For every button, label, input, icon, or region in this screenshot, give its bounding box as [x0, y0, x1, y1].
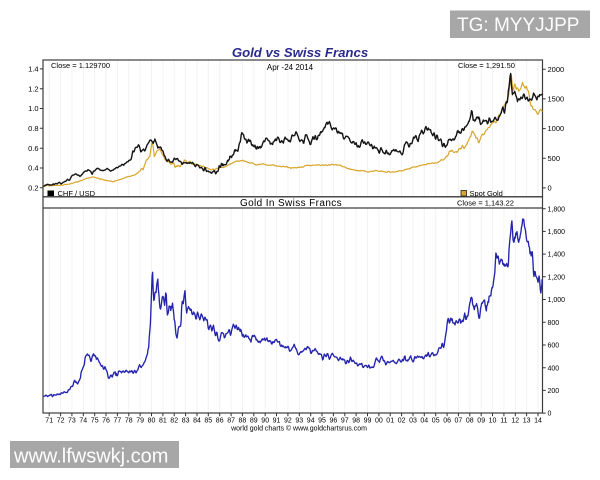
svg-text:0.4: 0.4	[28, 164, 38, 173]
svg-text:84: 84	[193, 418, 201, 425]
svg-text:TG: MYYJJPP: TG: MYYJJPP	[457, 15, 579, 36]
svg-text:0: 0	[548, 184, 552, 193]
svg-text:94: 94	[307, 418, 315, 425]
svg-text:09: 09	[477, 418, 485, 425]
svg-text:75: 75	[91, 418, 99, 425]
svg-text:500: 500	[548, 154, 561, 163]
svg-text:83: 83	[182, 418, 190, 425]
svg-text:0.8: 0.8	[28, 124, 38, 133]
svg-text:Close = 1,291.50: Close = 1,291.50	[458, 61, 515, 70]
svg-text:99: 99	[364, 418, 372, 425]
svg-text:1.0: 1.0	[28, 104, 38, 113]
svg-text:200: 200	[548, 388, 560, 395]
svg-text:1,600: 1,600	[548, 229, 566, 236]
svg-text:12: 12	[511, 418, 519, 425]
svg-text:05: 05	[432, 418, 440, 425]
svg-text:Gold In Swiss Francs: Gold In Swiss Francs	[240, 198, 342, 209]
svg-text:00: 00	[375, 418, 383, 425]
svg-text:1,000: 1,000	[548, 297, 566, 304]
svg-text:89: 89	[250, 418, 258, 425]
svg-text:14: 14	[534, 418, 542, 425]
svg-text:01: 01	[386, 418, 394, 425]
svg-text:96: 96	[330, 418, 338, 425]
svg-text:Close = 1,143.22: Close = 1,143.22	[457, 199, 514, 208]
svg-text:90: 90	[261, 418, 269, 425]
svg-text:800: 800	[548, 320, 560, 327]
svg-text:2000: 2000	[548, 65, 565, 74]
svg-text:87: 87	[227, 418, 235, 425]
svg-text:88: 88	[239, 418, 247, 425]
svg-text:11: 11	[500, 418, 507, 425]
svg-text:13: 13	[523, 418, 531, 425]
svg-text:Spot Gold: Spot Gold	[470, 189, 503, 198]
svg-text:97: 97	[341, 418, 349, 425]
svg-text:world gold charts © www.goldch: world gold charts © www.goldchartsrus.co…	[230, 425, 367, 433]
svg-text:80: 80	[148, 418, 156, 425]
svg-text:81: 81	[159, 418, 167, 425]
svg-text:02: 02	[398, 418, 406, 425]
svg-text:1.4: 1.4	[28, 65, 38, 74]
svg-text:400: 400	[548, 365, 560, 372]
svg-text:06: 06	[443, 418, 451, 425]
svg-text:1,400: 1,400	[548, 252, 566, 259]
svg-text:07: 07	[455, 418, 463, 425]
svg-text:98: 98	[352, 418, 360, 425]
svg-text:600: 600	[548, 343, 560, 350]
svg-text:95: 95	[318, 418, 326, 425]
svg-text:1500: 1500	[548, 95, 565, 104]
svg-text:Gold vs Swiss Francs: Gold vs Swiss Francs	[232, 45, 368, 60]
svg-text:78: 78	[125, 418, 133, 425]
svg-text:85: 85	[204, 418, 212, 425]
svg-text:04: 04	[420, 418, 428, 425]
svg-text:91: 91	[273, 418, 281, 425]
svg-text:10: 10	[489, 418, 497, 425]
svg-text:1000: 1000	[548, 124, 565, 133]
svg-text:0: 0	[548, 411, 552, 418]
svg-text:71: 71	[45, 418, 53, 425]
svg-text:CHF / USD: CHF / USD	[58, 189, 96, 198]
svg-text:0.2: 0.2	[28, 183, 38, 192]
svg-text:79: 79	[136, 418, 144, 425]
svg-text:1,800: 1,800	[548, 206, 566, 213]
svg-text:74: 74	[79, 418, 87, 425]
svg-text:Close = 1.129700: Close = 1.129700	[51, 61, 110, 70]
svg-text:86: 86	[216, 418, 224, 425]
svg-text:77: 77	[114, 418, 122, 425]
svg-text:93: 93	[295, 418, 303, 425]
svg-text:73: 73	[68, 418, 76, 425]
svg-text:08: 08	[466, 418, 474, 425]
svg-text:Apr -24 2014: Apr -24 2014	[267, 63, 314, 72]
svg-text:92: 92	[284, 418, 292, 425]
svg-text:0.6: 0.6	[28, 144, 38, 153]
svg-text:82: 82	[170, 418, 178, 425]
svg-text:72: 72	[57, 418, 65, 425]
svg-text:03: 03	[409, 418, 417, 425]
svg-text:76: 76	[102, 418, 110, 425]
svg-text:www.lfwswkj.com: www.lfwswkj.com	[13, 446, 168, 468]
svg-text:1.2: 1.2	[28, 84, 38, 93]
svg-text:1,200: 1,200	[548, 274, 566, 281]
